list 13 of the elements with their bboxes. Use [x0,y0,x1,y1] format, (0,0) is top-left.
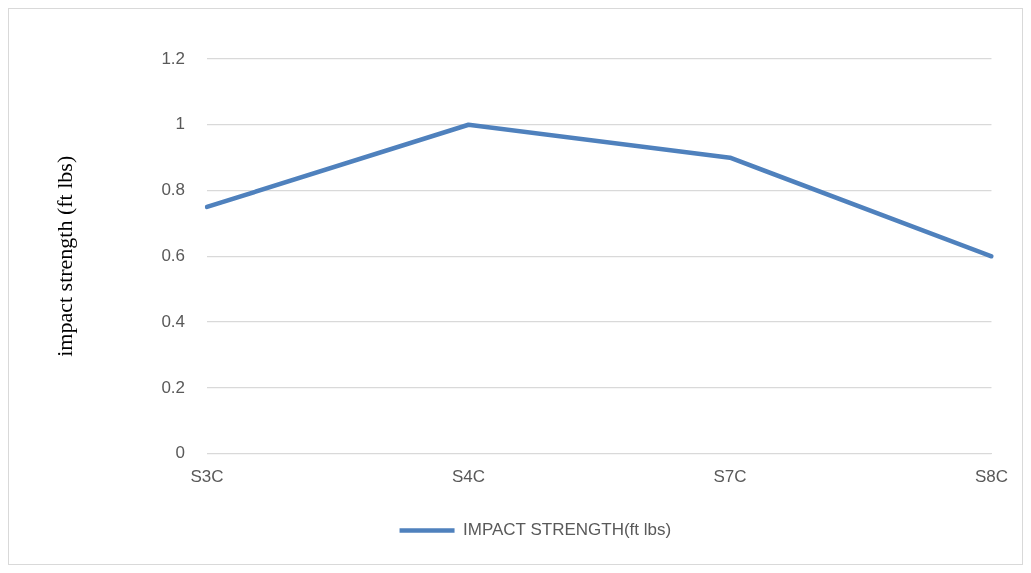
y-axis-title: impact strength (ft lbs) [51,155,77,357]
y-tick-label: 0.4 [161,311,186,331]
y-tick-label: 0 [175,443,186,463]
x-tick-label: S4C [451,467,486,487]
y-tick-label: 1.2 [161,48,186,68]
x-tick-label: S7C [713,467,747,487]
x-tick-label: S8C [974,467,1008,487]
x-tick-label: S3C [190,467,224,487]
y-tick-label: 1 [175,114,186,134]
y-tick-label: 0.8 [161,180,186,200]
y-tick-label: 0.2 [161,377,186,397]
y-tick-label: 0.6 [161,245,186,265]
legend-label: IMPACT STRENGTH(ft lbs) [463,520,672,540]
